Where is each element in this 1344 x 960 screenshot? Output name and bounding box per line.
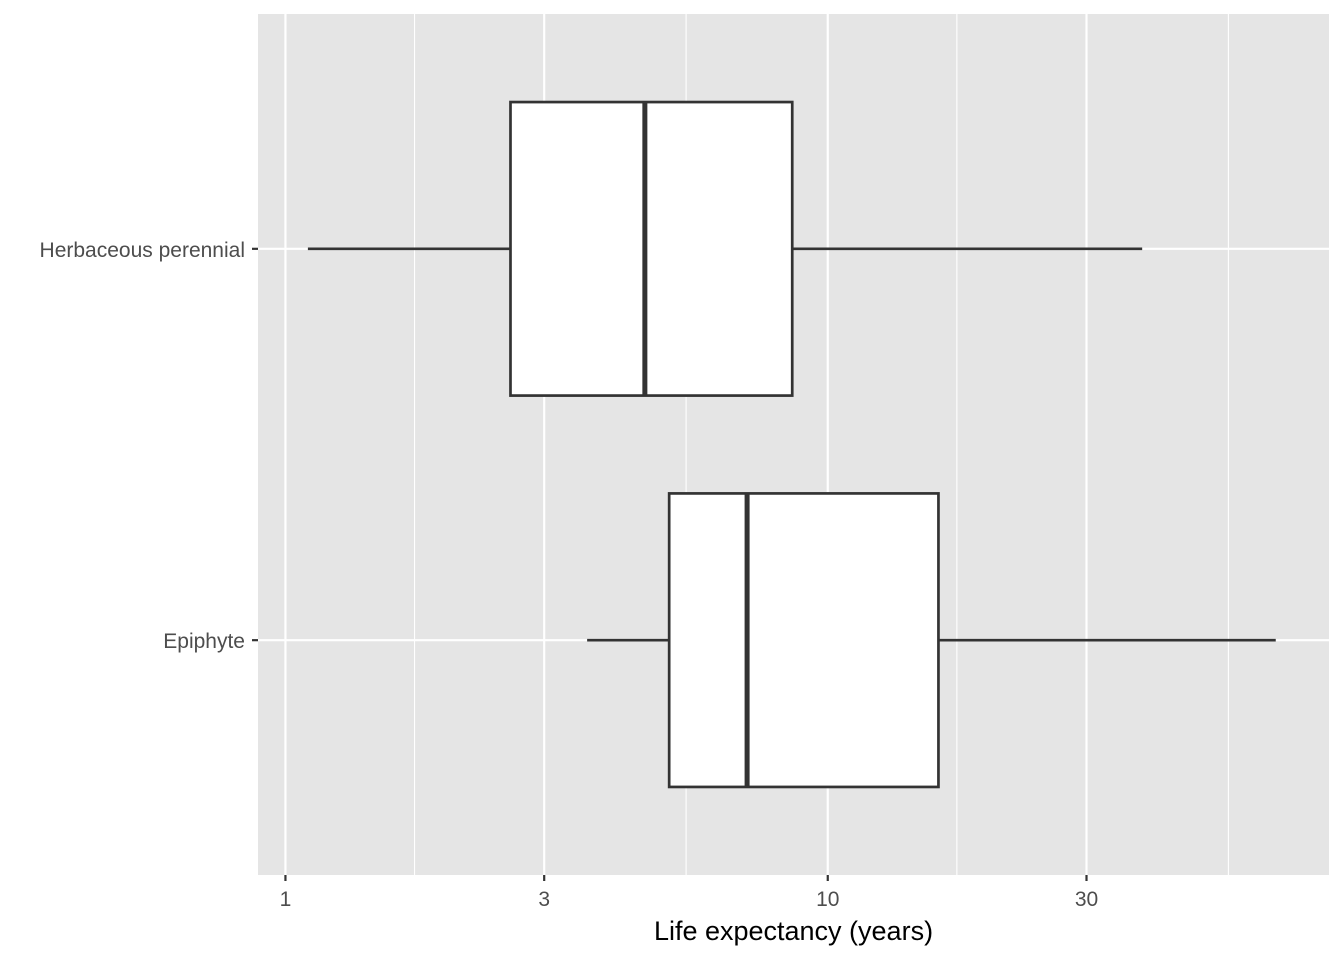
x-tick-label: 10 — [816, 888, 839, 911]
y-tick-label: Herbaceous perennial — [40, 239, 245, 262]
boxplot-boxes — [307, 100, 1276, 789]
x-tick-label: 1 — [280, 888, 292, 911]
y-tick-label: Epiphyte — [163, 630, 245, 653]
x-tick-label: 30 — [1075, 888, 1098, 911]
x-tick-label: 3 — [538, 888, 550, 911]
box-epiphyte — [587, 492, 1276, 789]
iqr-box — [667, 492, 940, 789]
y-axis: Herbaceous perennial Epiphyte — [40, 239, 258, 653]
iqr-box — [509, 100, 794, 397]
x-axis: 1 3 10 30 — [280, 875, 1098, 911]
x-axis-title: Life expectancy (years) — [654, 916, 933, 946]
box-herbaceous-perennial — [307, 100, 1143, 397]
